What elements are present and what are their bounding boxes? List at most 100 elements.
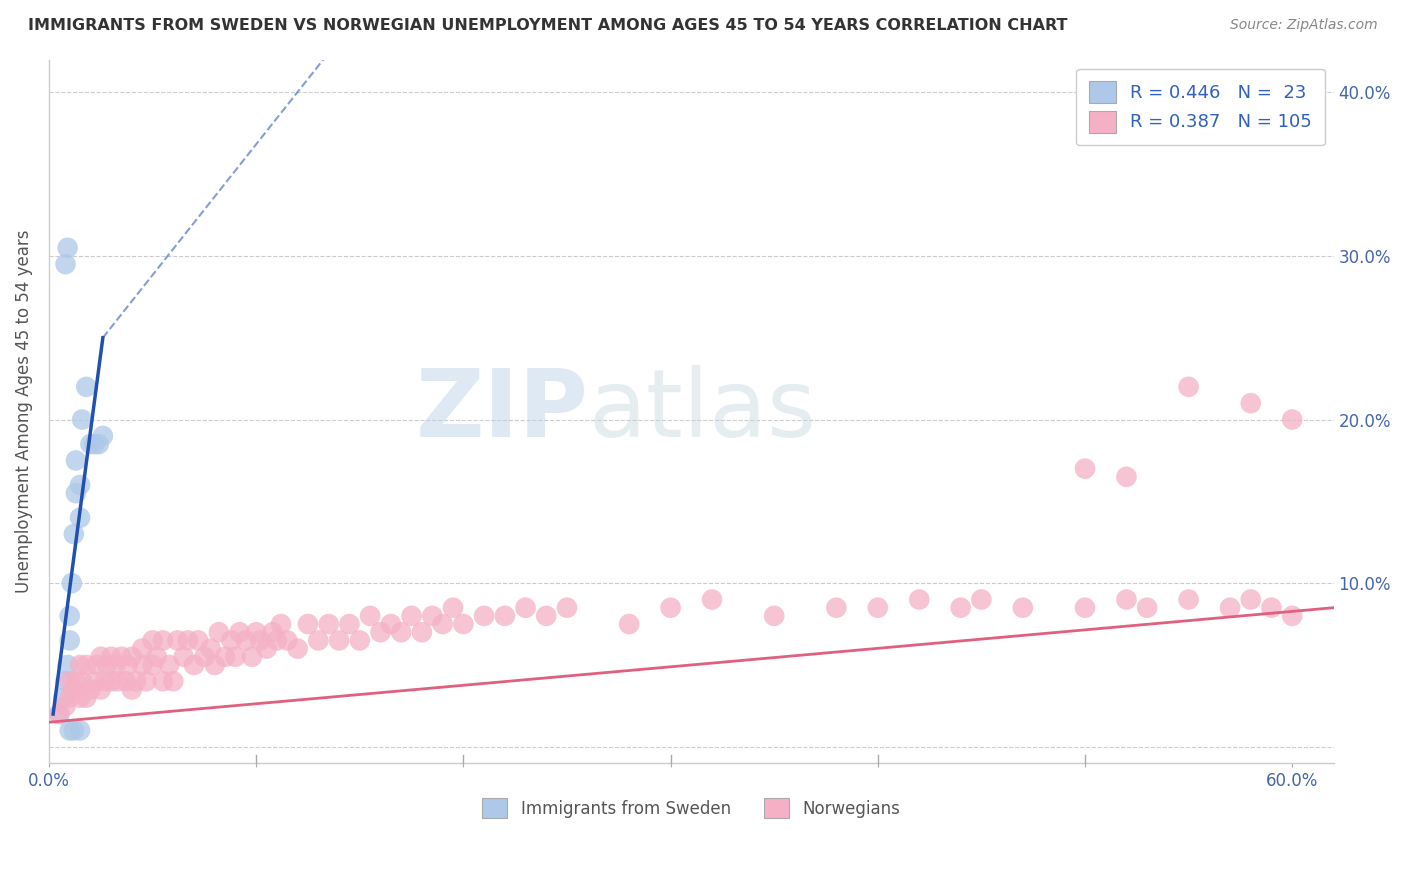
- Point: [173, 649, 195, 664]
- Point: [187, 633, 209, 648]
- Point: [69, 723, 91, 738]
- Point: [1240, 592, 1263, 607]
- Point: [48, 706, 70, 721]
- Point: [240, 649, 263, 664]
- Point: [970, 592, 993, 607]
- Point: [91, 429, 114, 443]
- Point: [166, 633, 188, 648]
- Point: [56, 657, 79, 672]
- Point: [83, 437, 105, 451]
- Point: [105, 674, 128, 689]
- Point: [307, 633, 329, 648]
- Point: [135, 674, 157, 689]
- Point: [700, 592, 723, 607]
- Point: [441, 600, 464, 615]
- Point: [79, 682, 101, 697]
- Point: [949, 600, 972, 615]
- Point: [276, 633, 298, 648]
- Point: [318, 617, 340, 632]
- Point: [114, 674, 136, 689]
- Point: [1260, 600, 1282, 615]
- Point: [65, 486, 87, 500]
- Point: [908, 592, 931, 607]
- Text: Source: ZipAtlas.com: Source: ZipAtlas.com: [1230, 18, 1378, 32]
- Point: [90, 649, 112, 664]
- Point: [65, 453, 87, 467]
- Y-axis label: Unemployment Among Ages 45 to 54 years: Unemployment Among Ages 45 to 54 years: [15, 229, 32, 593]
- Point: [256, 641, 278, 656]
- Point: [75, 380, 97, 394]
- Point: [86, 657, 108, 672]
- Point: [193, 649, 215, 664]
- Point: [104, 657, 127, 672]
- Point: [63, 682, 86, 697]
- Point: [75, 657, 97, 672]
- Point: [87, 437, 110, 451]
- Point: [110, 649, 132, 664]
- Point: [555, 600, 578, 615]
- Point: [145, 649, 167, 664]
- Point: [228, 625, 250, 640]
- Point: [370, 625, 392, 640]
- Point: [208, 625, 231, 640]
- Text: IMMIGRANTS FROM SWEDEN VS NORWEGIAN UNEMPLOYMENT AMONG AGES 45 TO 54 YEARS CORRE: IMMIGRANTS FROM SWEDEN VS NORWEGIAN UNEM…: [28, 18, 1067, 33]
- Point: [48, 706, 70, 721]
- Point: [339, 617, 361, 632]
- Point: [328, 633, 350, 648]
- Point: [55, 257, 77, 271]
- Point: [297, 617, 319, 632]
- Point: [59, 608, 82, 623]
- Point: [59, 674, 82, 689]
- Point: [494, 608, 516, 623]
- Point: [96, 657, 118, 672]
- Point: [221, 633, 243, 648]
- Point: [515, 600, 537, 615]
- Point: [453, 617, 475, 632]
- Point: [1136, 600, 1159, 615]
- Point: [157, 657, 180, 672]
- Point: [825, 600, 848, 615]
- Point: [59, 633, 82, 648]
- Point: [1281, 608, 1303, 623]
- Point: [59, 723, 82, 738]
- Point: [1240, 396, 1263, 410]
- Point: [763, 608, 786, 623]
- Point: [100, 674, 122, 689]
- Point: [287, 641, 309, 656]
- Point: [70, 412, 93, 426]
- Point: [90, 682, 112, 697]
- Point: [69, 510, 91, 524]
- Point: [266, 633, 288, 648]
- Point: [200, 641, 222, 656]
- Point: [349, 633, 371, 648]
- Point: [1115, 592, 1137, 607]
- Point: [121, 682, 143, 697]
- Point: [121, 649, 143, 664]
- Point: [69, 478, 91, 492]
- Point: [183, 657, 205, 672]
- Point: [401, 608, 423, 623]
- Point: [866, 600, 889, 615]
- Point: [75, 690, 97, 705]
- Point: [152, 633, 174, 648]
- Point: [245, 625, 267, 640]
- Point: [94, 674, 117, 689]
- Point: [177, 633, 200, 648]
- Point: [131, 657, 153, 672]
- Point: [125, 674, 148, 689]
- Point: [235, 633, 257, 648]
- Point: [432, 617, 454, 632]
- Point: [204, 657, 226, 672]
- Point: [142, 633, 165, 648]
- Legend: Immigrants from Sweden, Norwegians: Immigrants from Sweden, Norwegians: [475, 791, 907, 825]
- Point: [55, 698, 77, 713]
- Point: [131, 641, 153, 656]
- Point: [389, 625, 412, 640]
- Point: [70, 674, 93, 689]
- Point: [63, 723, 86, 738]
- Point: [411, 625, 433, 640]
- Point: [55, 674, 77, 689]
- Point: [1074, 461, 1097, 475]
- Point: [1281, 412, 1303, 426]
- Point: [262, 625, 284, 640]
